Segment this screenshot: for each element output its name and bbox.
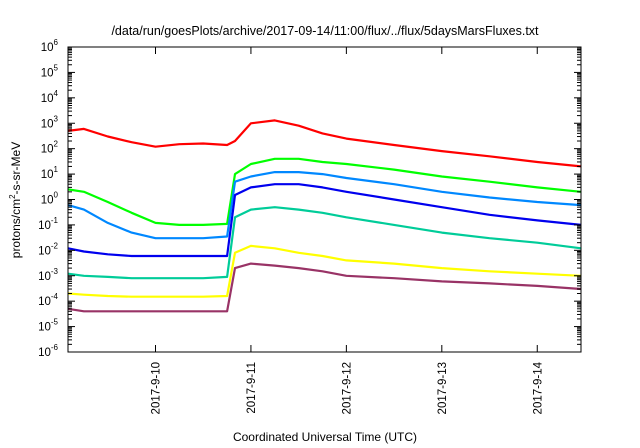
series-line-4 bbox=[67, 183, 582, 258]
x-axis-label: Coordinated Universal Time (UTC) bbox=[233, 430, 417, 444]
plot-lines bbox=[67, 119, 582, 313]
y-tick-label: 102 bbox=[41, 140, 59, 156]
y-tick-label: 10-4 bbox=[38, 292, 58, 308]
y-axis-label-prefix: protons/cm bbox=[9, 199, 23, 258]
y-tick-label: 10-1 bbox=[38, 216, 58, 232]
y-axis-label-suffix: -s-sr-MeV bbox=[9, 142, 23, 195]
y-tick-label: 104 bbox=[41, 89, 59, 105]
series-line-1 bbox=[67, 119, 582, 168]
series-line-6 bbox=[67, 244, 582, 298]
y-tick-label: 10-3 bbox=[38, 267, 58, 283]
y-tick-label: 105 bbox=[41, 63, 59, 79]
y-tick-label: 103 bbox=[41, 114, 59, 130]
y-axis: 106 105 104 103 102 101 100 10-1 10-2 10-3 10-4 10-… bbox=[38, 38, 581, 359]
y-axis-label-sup: 2 bbox=[8, 194, 17, 199]
y-axis-label: protons/cm2-s-sr-MeV bbox=[8, 142, 23, 258]
y-tick-label: 100 bbox=[41, 191, 59, 207]
y-tick-label: 101 bbox=[41, 165, 59, 181]
series-line-2 bbox=[67, 157, 582, 226]
x-tick-label: 2017-9-14 bbox=[532, 361, 544, 414]
series-line-7 bbox=[67, 262, 582, 313]
y-tick-label: 10-2 bbox=[38, 241, 58, 257]
y-tick-label: 10-5 bbox=[38, 318, 58, 334]
x-tick-label: 2017-9-13 bbox=[437, 362, 449, 414]
series-line-3 bbox=[67, 171, 582, 240]
x-axis: 2017-9-10 2017-9-11 2017-9-12 2017-9-13 2017… bbox=[150, 47, 544, 414]
x-tick-label: 2017-9-10 bbox=[150, 362, 162, 414]
x-tick-label: 2017-9-11 bbox=[246, 362, 258, 414]
x-tick-label: 2017-9-12 bbox=[341, 362, 353, 414]
y-tick-label: 106 bbox=[41, 38, 59, 54]
series-line-5 bbox=[67, 206, 582, 280]
chart-title: /data/run/goesPlots/archive/2017-09-14/1… bbox=[111, 24, 539, 38]
y-tick-label: 10-6 bbox=[38, 343, 58, 359]
